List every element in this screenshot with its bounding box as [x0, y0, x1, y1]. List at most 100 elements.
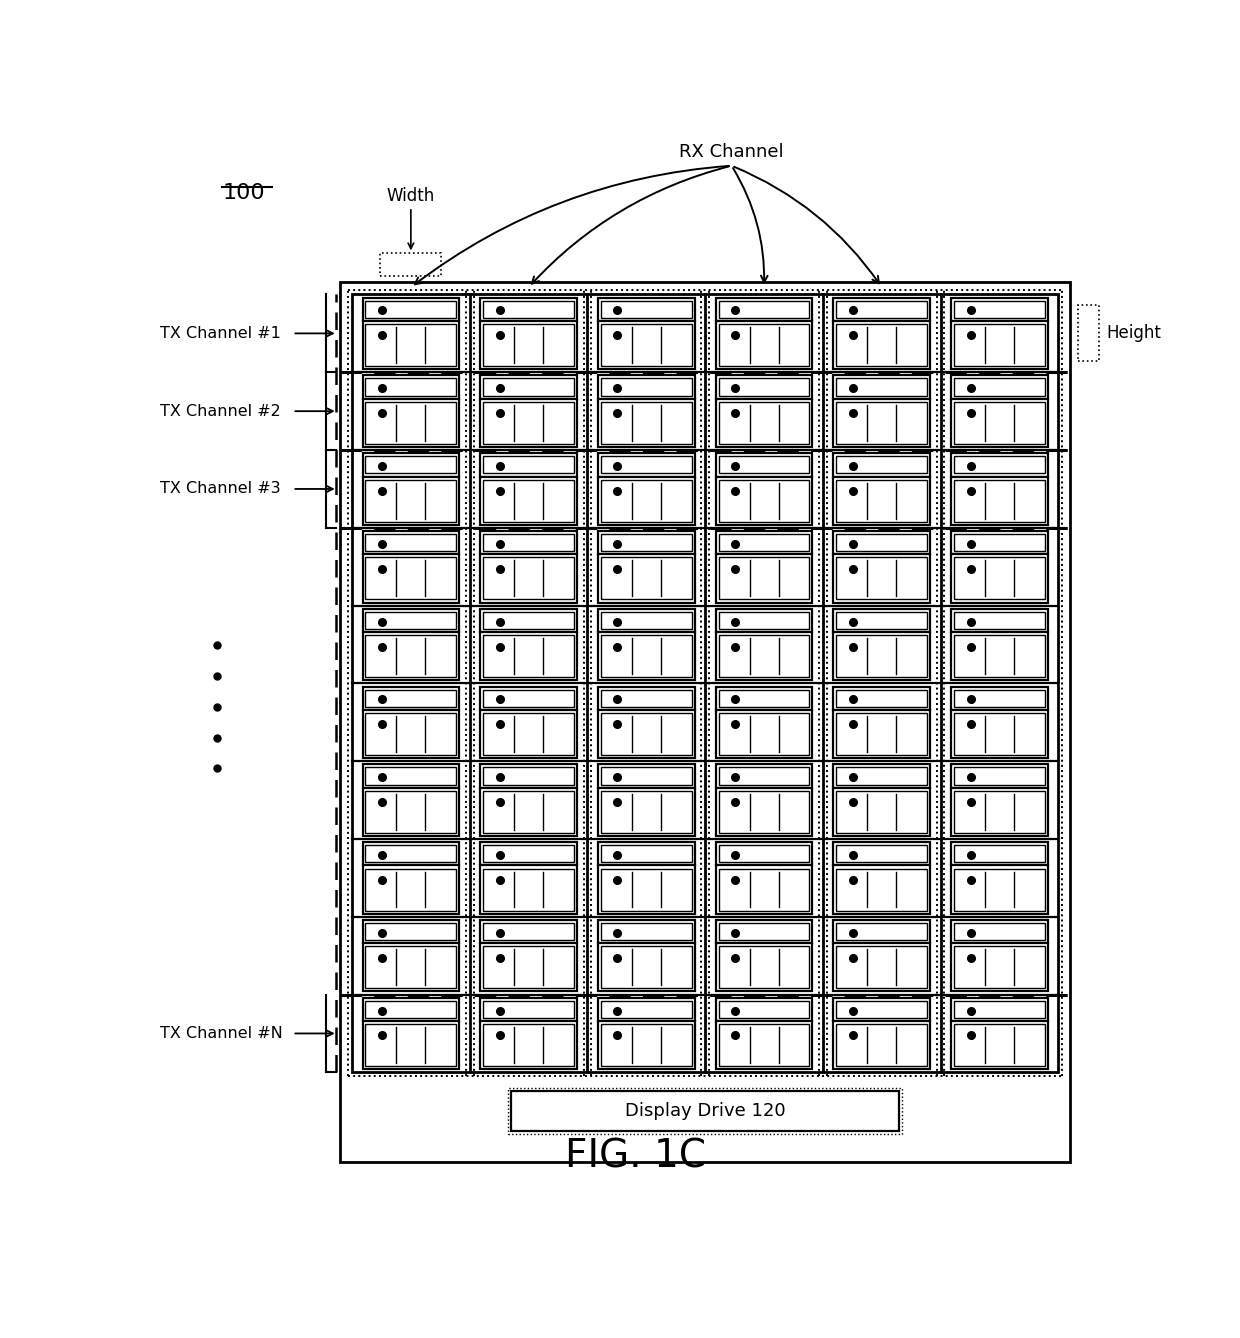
- Bar: [836, 611, 928, 629]
- Bar: [715, 1021, 812, 1069]
- Bar: [484, 479, 574, 522]
- Bar: [719, 324, 810, 367]
- Bar: [484, 324, 574, 367]
- Bar: [362, 454, 459, 476]
- Bar: [836, 868, 928, 911]
- Bar: [715, 376, 812, 399]
- Bar: [484, 946, 574, 989]
- Bar: [715, 399, 812, 447]
- Bar: [480, 554, 577, 602]
- Bar: [836, 379, 928, 396]
- Bar: [366, 1001, 456, 1018]
- Bar: [833, 321, 930, 369]
- Bar: [362, 710, 459, 759]
- Bar: [366, 611, 456, 629]
- Bar: [601, 611, 692, 629]
- Bar: [951, 764, 1048, 788]
- Bar: [719, 479, 810, 522]
- Bar: [833, 531, 930, 554]
- Bar: [954, 713, 1045, 755]
- Bar: [601, 456, 692, 474]
- Bar: [836, 713, 928, 755]
- Bar: [951, 554, 1048, 602]
- Bar: [366, 768, 456, 784]
- Bar: [715, 609, 812, 632]
- Bar: [598, 321, 694, 369]
- Bar: [484, 611, 574, 629]
- Bar: [951, 531, 1048, 554]
- Bar: [508, 1088, 903, 1133]
- Bar: [362, 764, 459, 788]
- Bar: [833, 943, 930, 991]
- Bar: [601, 768, 692, 784]
- Bar: [836, 401, 928, 444]
- Bar: [954, 791, 1045, 832]
- Bar: [719, 1001, 810, 1018]
- Bar: [833, 297, 930, 321]
- Bar: [601, 689, 692, 706]
- Bar: [362, 1021, 459, 1069]
- Bar: [601, 401, 692, 444]
- Bar: [601, 1001, 692, 1018]
- Bar: [951, 998, 1048, 1021]
- Bar: [366, 534, 456, 551]
- Bar: [715, 476, 812, 524]
- Bar: [719, 456, 810, 474]
- Bar: [362, 998, 459, 1021]
- Bar: [951, 866, 1048, 914]
- Bar: [480, 998, 577, 1021]
- Bar: [954, 636, 1045, 677]
- Bar: [833, 1021, 930, 1069]
- Bar: [954, 1024, 1045, 1066]
- Bar: [715, 454, 812, 476]
- Bar: [598, 454, 694, 476]
- Bar: [366, 868, 456, 911]
- Bar: [366, 791, 456, 832]
- Bar: [715, 686, 812, 710]
- Bar: [951, 632, 1048, 680]
- Bar: [601, 534, 692, 551]
- Bar: [362, 632, 459, 680]
- Bar: [480, 476, 577, 524]
- Bar: [484, 768, 574, 784]
- Bar: [598, 921, 694, 943]
- Bar: [366, 301, 456, 318]
- Bar: [836, 558, 928, 599]
- Bar: [601, 713, 692, 755]
- Bar: [715, 943, 812, 991]
- Bar: [480, 788, 577, 836]
- Bar: [341, 282, 1070, 1161]
- Bar: [598, 476, 694, 524]
- Bar: [362, 921, 459, 943]
- Bar: [954, 401, 1045, 444]
- Bar: [954, 946, 1045, 989]
- Bar: [601, 479, 692, 522]
- Bar: [954, 324, 1045, 367]
- Bar: [951, 921, 1048, 943]
- Bar: [954, 558, 1045, 599]
- Bar: [719, 301, 810, 318]
- Bar: [366, 558, 456, 599]
- Bar: [715, 788, 812, 836]
- Bar: [480, 921, 577, 943]
- Bar: [715, 866, 812, 914]
- Bar: [836, 456, 928, 474]
- Text: RX Channel: RX Channel: [680, 143, 784, 161]
- Bar: [951, 454, 1048, 476]
- Text: TX Channel #2: TX Channel #2: [160, 404, 280, 419]
- Bar: [598, 998, 694, 1021]
- Bar: [598, 1021, 694, 1069]
- Bar: [836, 324, 928, 367]
- Bar: [484, 301, 574, 318]
- Bar: [362, 609, 459, 632]
- Bar: [480, 710, 577, 759]
- Bar: [598, 609, 694, 632]
- Bar: [951, 1021, 1048, 1069]
- Bar: [362, 531, 459, 554]
- Bar: [484, 456, 574, 474]
- Text: Height: Height: [1106, 324, 1162, 343]
- Bar: [484, 791, 574, 832]
- Bar: [366, 324, 456, 367]
- Bar: [715, 321, 812, 369]
- Bar: [366, 689, 456, 706]
